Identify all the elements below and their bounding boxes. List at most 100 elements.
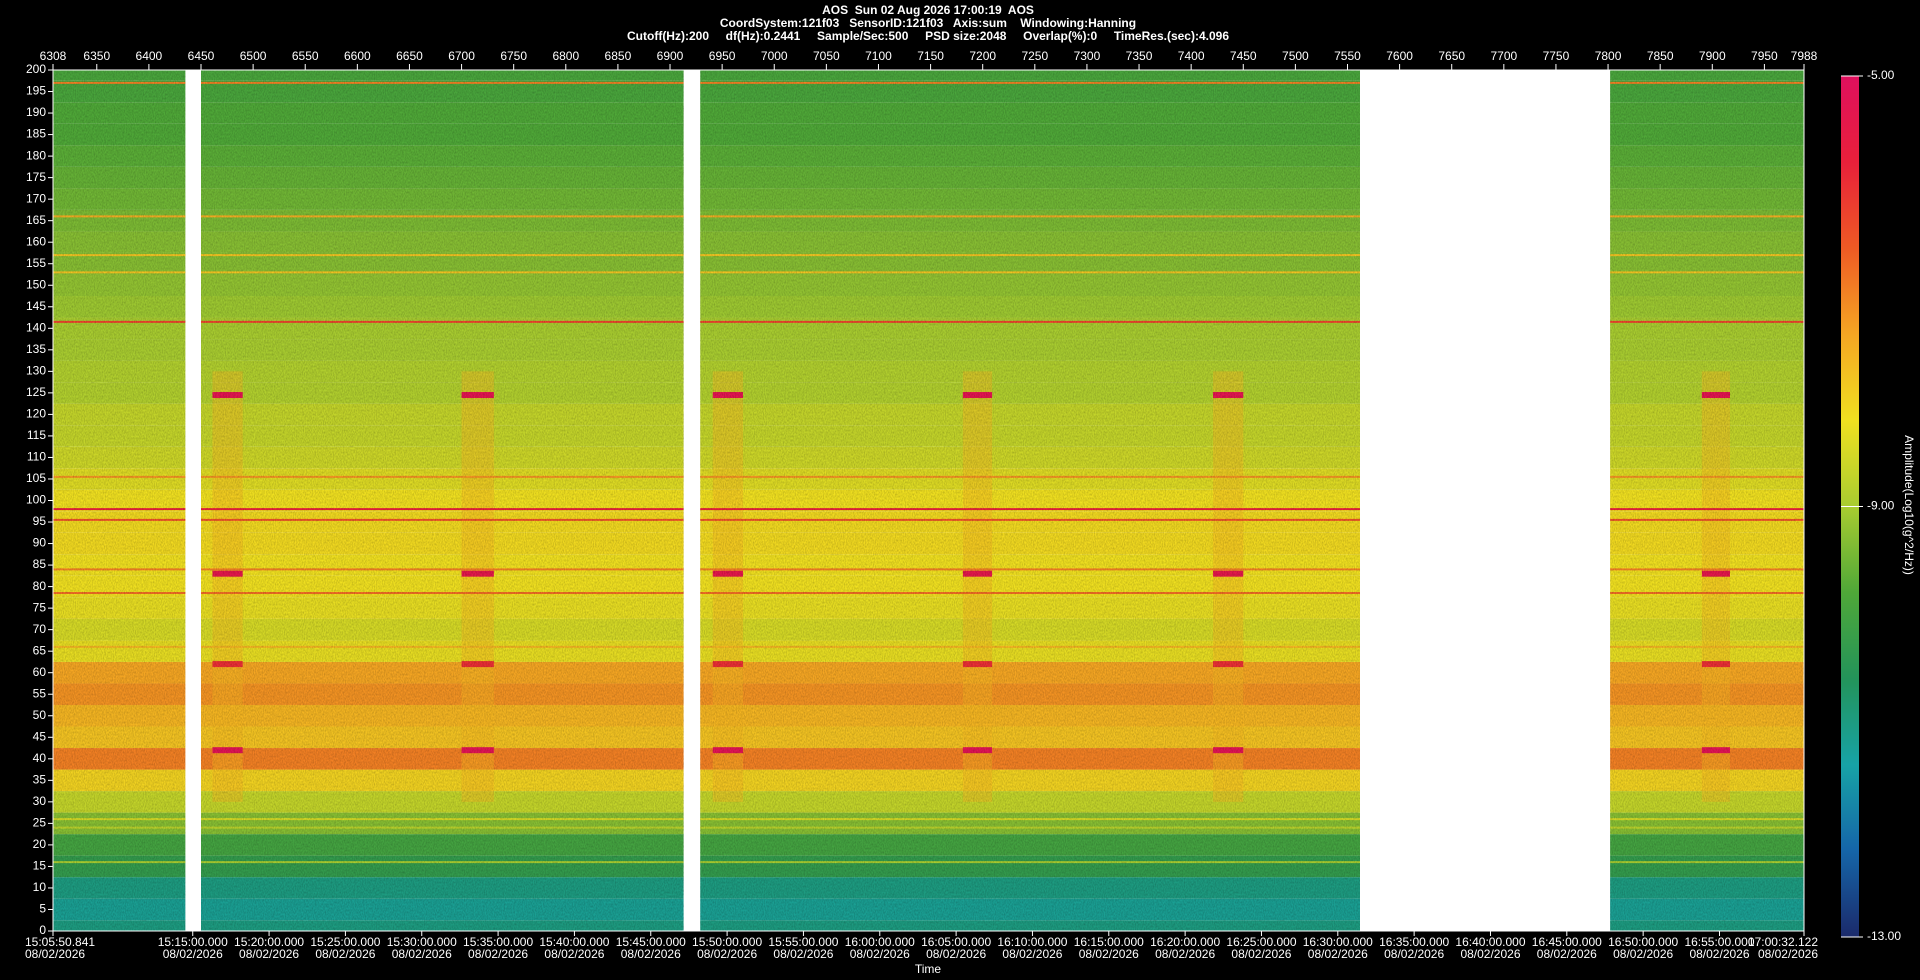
time-tick-date: 08/02/2026 bbox=[392, 947, 452, 961]
x-tick-label: 7250 bbox=[1021, 49, 1048, 63]
y-tick-label: 70 bbox=[33, 622, 47, 636]
time-tick-label: 15:25:00.000 bbox=[310, 935, 380, 949]
time-tick-label: 15:05:50.841 bbox=[25, 935, 95, 949]
texture bbox=[1610, 70, 1804, 931]
segment bbox=[53, 70, 186, 931]
y-tick-label: 160 bbox=[26, 234, 46, 248]
x-tick-label: 7750 bbox=[1543, 49, 1570, 63]
time-tick-label: 15:50:00.000 bbox=[692, 935, 762, 949]
y-tick-label: 30 bbox=[33, 794, 47, 808]
y-tick-label: 55 bbox=[33, 686, 47, 700]
y-tick-label: 100 bbox=[26, 493, 46, 507]
colorbar-tick-label: -13.00 bbox=[1867, 929, 1901, 943]
y-tick-label: 75 bbox=[33, 600, 47, 614]
y-tick-label: 90 bbox=[33, 536, 47, 550]
y-tick-label: 85 bbox=[33, 557, 47, 571]
x-tick-label: 7300 bbox=[1074, 49, 1101, 63]
time-tick-label: 16:30:00.000 bbox=[1303, 935, 1373, 949]
x-tick-label: 6550 bbox=[292, 49, 319, 63]
x-tick-label: 6500 bbox=[240, 49, 267, 63]
y-tick-label: 185 bbox=[26, 127, 46, 141]
time-tick-date: 08/02/2026 bbox=[1308, 947, 1368, 961]
time-tick-label: 16:40:00.000 bbox=[1455, 935, 1525, 949]
y-tick-label: 135 bbox=[26, 342, 46, 356]
time-tick-date: 08/02/2026 bbox=[163, 947, 223, 961]
x-tick-label: 6308 bbox=[40, 49, 67, 63]
time-tick-label: 16:45:00.000 bbox=[1532, 935, 1602, 949]
time-tick-label: 15:40:00.000 bbox=[539, 935, 609, 949]
y-tick-label: 95 bbox=[33, 514, 47, 528]
time-tick-date: 08/02/2026 bbox=[1231, 947, 1291, 961]
x-tick-label: 6950 bbox=[709, 49, 736, 63]
y-tick-label: 195 bbox=[26, 84, 46, 98]
x-tick-label: 6900 bbox=[657, 49, 684, 63]
time-tick-date: 08/02/2026 bbox=[1613, 947, 1673, 961]
time-tick-label: 16:00:00.000 bbox=[845, 935, 915, 949]
y-tick-label: 140 bbox=[26, 320, 46, 334]
time-tick-date: 08/02/2026 bbox=[239, 947, 299, 961]
time-tick-date: 08/02/2026 bbox=[1079, 947, 1139, 961]
x-tick-label: 7600 bbox=[1386, 49, 1413, 63]
x-tick-label: 7800 bbox=[1595, 49, 1622, 63]
time-tick-label: 15:35:00.000 bbox=[463, 935, 533, 949]
colorbar-tick-label: -9.00 bbox=[1867, 499, 1895, 513]
y-tick-label: 5 bbox=[39, 902, 46, 916]
time-tick-date: 08/02/2026 bbox=[621, 947, 681, 961]
time-tick-date: 08/02/2026 bbox=[1002, 947, 1062, 961]
x-tick-label: 7650 bbox=[1438, 49, 1465, 63]
y-tick-label: 60 bbox=[33, 665, 47, 679]
time-tick-label: 16:15:00.000 bbox=[1074, 935, 1144, 949]
title-line: AOS Sun 02 Aug 2026 17:00:19 AOS bbox=[822, 3, 1034, 17]
y-tick-label: 0 bbox=[39, 923, 46, 937]
y-tick-label: 15 bbox=[33, 859, 47, 873]
time-tick-date: 08/02/2026 bbox=[1460, 947, 1520, 961]
x-tick-label: 6400 bbox=[136, 49, 163, 63]
x-tick-label: 6750 bbox=[500, 49, 527, 63]
time-tick-date: 08/02/2026 bbox=[315, 947, 375, 961]
time-tick-date: 08/02/2026 bbox=[468, 947, 528, 961]
colorbar-tick-label: -5.00 bbox=[1867, 68, 1895, 82]
segment bbox=[201, 70, 684, 931]
x-tick-label: 7150 bbox=[917, 49, 944, 63]
y-tick-label: 145 bbox=[26, 299, 46, 313]
x-tick-label: 7900 bbox=[1699, 49, 1726, 63]
x-tick-label: 7450 bbox=[1230, 49, 1257, 63]
y-tick-label: 25 bbox=[33, 816, 47, 830]
x-tick-label: 7700 bbox=[1490, 49, 1517, 63]
y-tick-label: 65 bbox=[33, 643, 47, 657]
texture bbox=[201, 70, 684, 931]
x-tick-label: 6850 bbox=[605, 49, 632, 63]
y-tick-label: 110 bbox=[27, 450, 46, 464]
x-axis-label: Time bbox=[915, 962, 942, 976]
time-tick-label: 16:05:00.000 bbox=[921, 935, 991, 949]
y-tick-label: 130 bbox=[26, 364, 46, 378]
time-tick-label: 15:15:00.000 bbox=[158, 935, 228, 949]
y-tick-label: 175 bbox=[26, 170, 46, 184]
segment bbox=[1610, 70, 1804, 931]
x-tick-label: 7850 bbox=[1647, 49, 1674, 63]
y-tick-label: 40 bbox=[33, 751, 47, 765]
time-tick-date: 08/02/2026 bbox=[926, 947, 986, 961]
time-tick-label: 16:20:00.000 bbox=[1150, 935, 1220, 949]
y-tick-label: 20 bbox=[33, 837, 47, 851]
y-tick-label: 120 bbox=[26, 407, 46, 421]
x-tick-label: 6800 bbox=[552, 49, 579, 63]
y-tick-label: 165 bbox=[26, 213, 46, 227]
x-tick-label: 6600 bbox=[344, 49, 371, 63]
x-tick-label: 7500 bbox=[1282, 49, 1309, 63]
time-tick-label: 16:55:00.000 bbox=[1684, 935, 1754, 949]
time-tick-date: 08/02/2026 bbox=[25, 947, 85, 961]
time-tick-label: 16:10:00.000 bbox=[997, 935, 1067, 949]
x-tick-label: 7550 bbox=[1334, 49, 1361, 63]
y-tick-label: 125 bbox=[26, 385, 46, 399]
y-tick-label: 10 bbox=[33, 880, 47, 894]
time-tick-label: 16:25:00.000 bbox=[1226, 935, 1296, 949]
y-tick-label: 150 bbox=[26, 277, 46, 291]
y-tick-label: 200 bbox=[26, 62, 46, 76]
time-tick-date: 08/02/2026 bbox=[1689, 947, 1749, 961]
title-line: Cutoff(Hz):200 df(Hz):0.2441 Sample/Sec:… bbox=[627, 29, 1229, 43]
y-tick-label: 50 bbox=[33, 708, 47, 722]
time-tick-date: 08/02/2026 bbox=[1537, 947, 1597, 961]
y-tick-label: 190 bbox=[26, 105, 46, 119]
